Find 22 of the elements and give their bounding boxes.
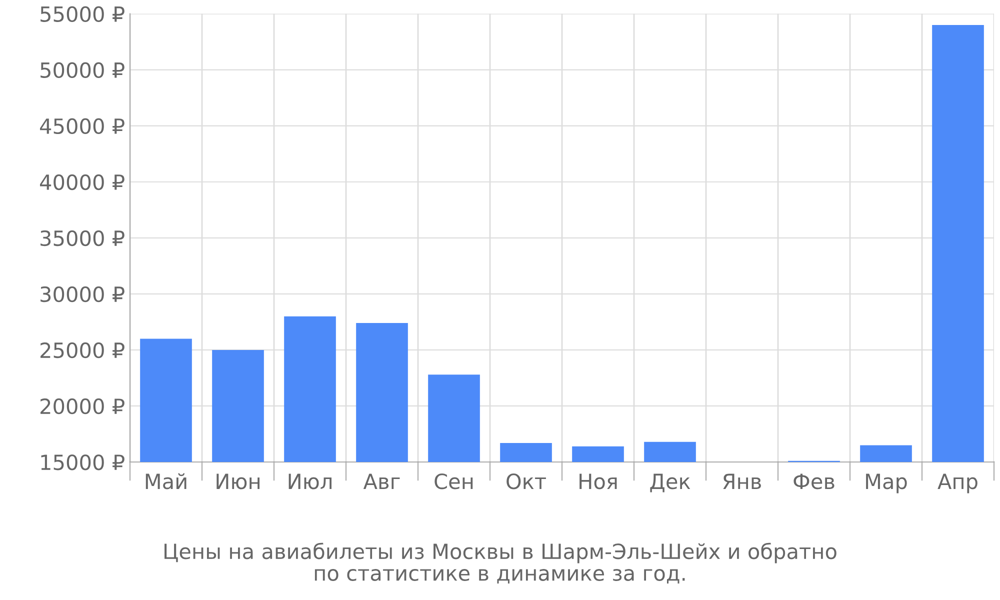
x-tick-label: Янв <box>723 474 761 489</box>
y-tick-label: 30000 ₽ <box>40 286 124 302</box>
x-tick-label: Сен <box>434 473 473 490</box>
x-tick-label: Окт <box>506 473 546 490</box>
x-tick-label: Авг <box>363 474 400 489</box>
y-tick-label: 15000 ₽ <box>41 454 124 470</box>
y-tick-label: 20000 ₽ <box>40 398 124 414</box>
x-tick-label: Май <box>146 473 186 490</box>
y-tick-label: 40000 ₽ <box>40 174 124 190</box>
text: Цены на авиабилеты из Москвы в Шарм-Эль-Шейх и обратно по статистике в динамике за год. <box>164 542 836 584</box>
y-tick-label: 25000 ₽ <box>40 342 124 358</box>
x-tick-label: Дек <box>650 474 690 492</box>
x-tick-label: Ноя <box>580 474 617 490</box>
x-tick-label: Фев <box>794 474 834 490</box>
x-tick-label: Июн <box>216 474 260 490</box>
x-tick-label: Мар <box>866 474 907 494</box>
x-tick-label: Июл <box>288 474 332 490</box>
y-tick-label: 50000 ₽ <box>40 62 124 78</box>
x-tick-label: Апр <box>938 474 978 494</box>
y-tick-label: 35000 ₽ <box>40 230 124 246</box>
y-tick-label: 55000 ₽ <box>40 6 124 22</box>
y-tick-label: 45000 ₽ <box>40 118 124 134</box>
